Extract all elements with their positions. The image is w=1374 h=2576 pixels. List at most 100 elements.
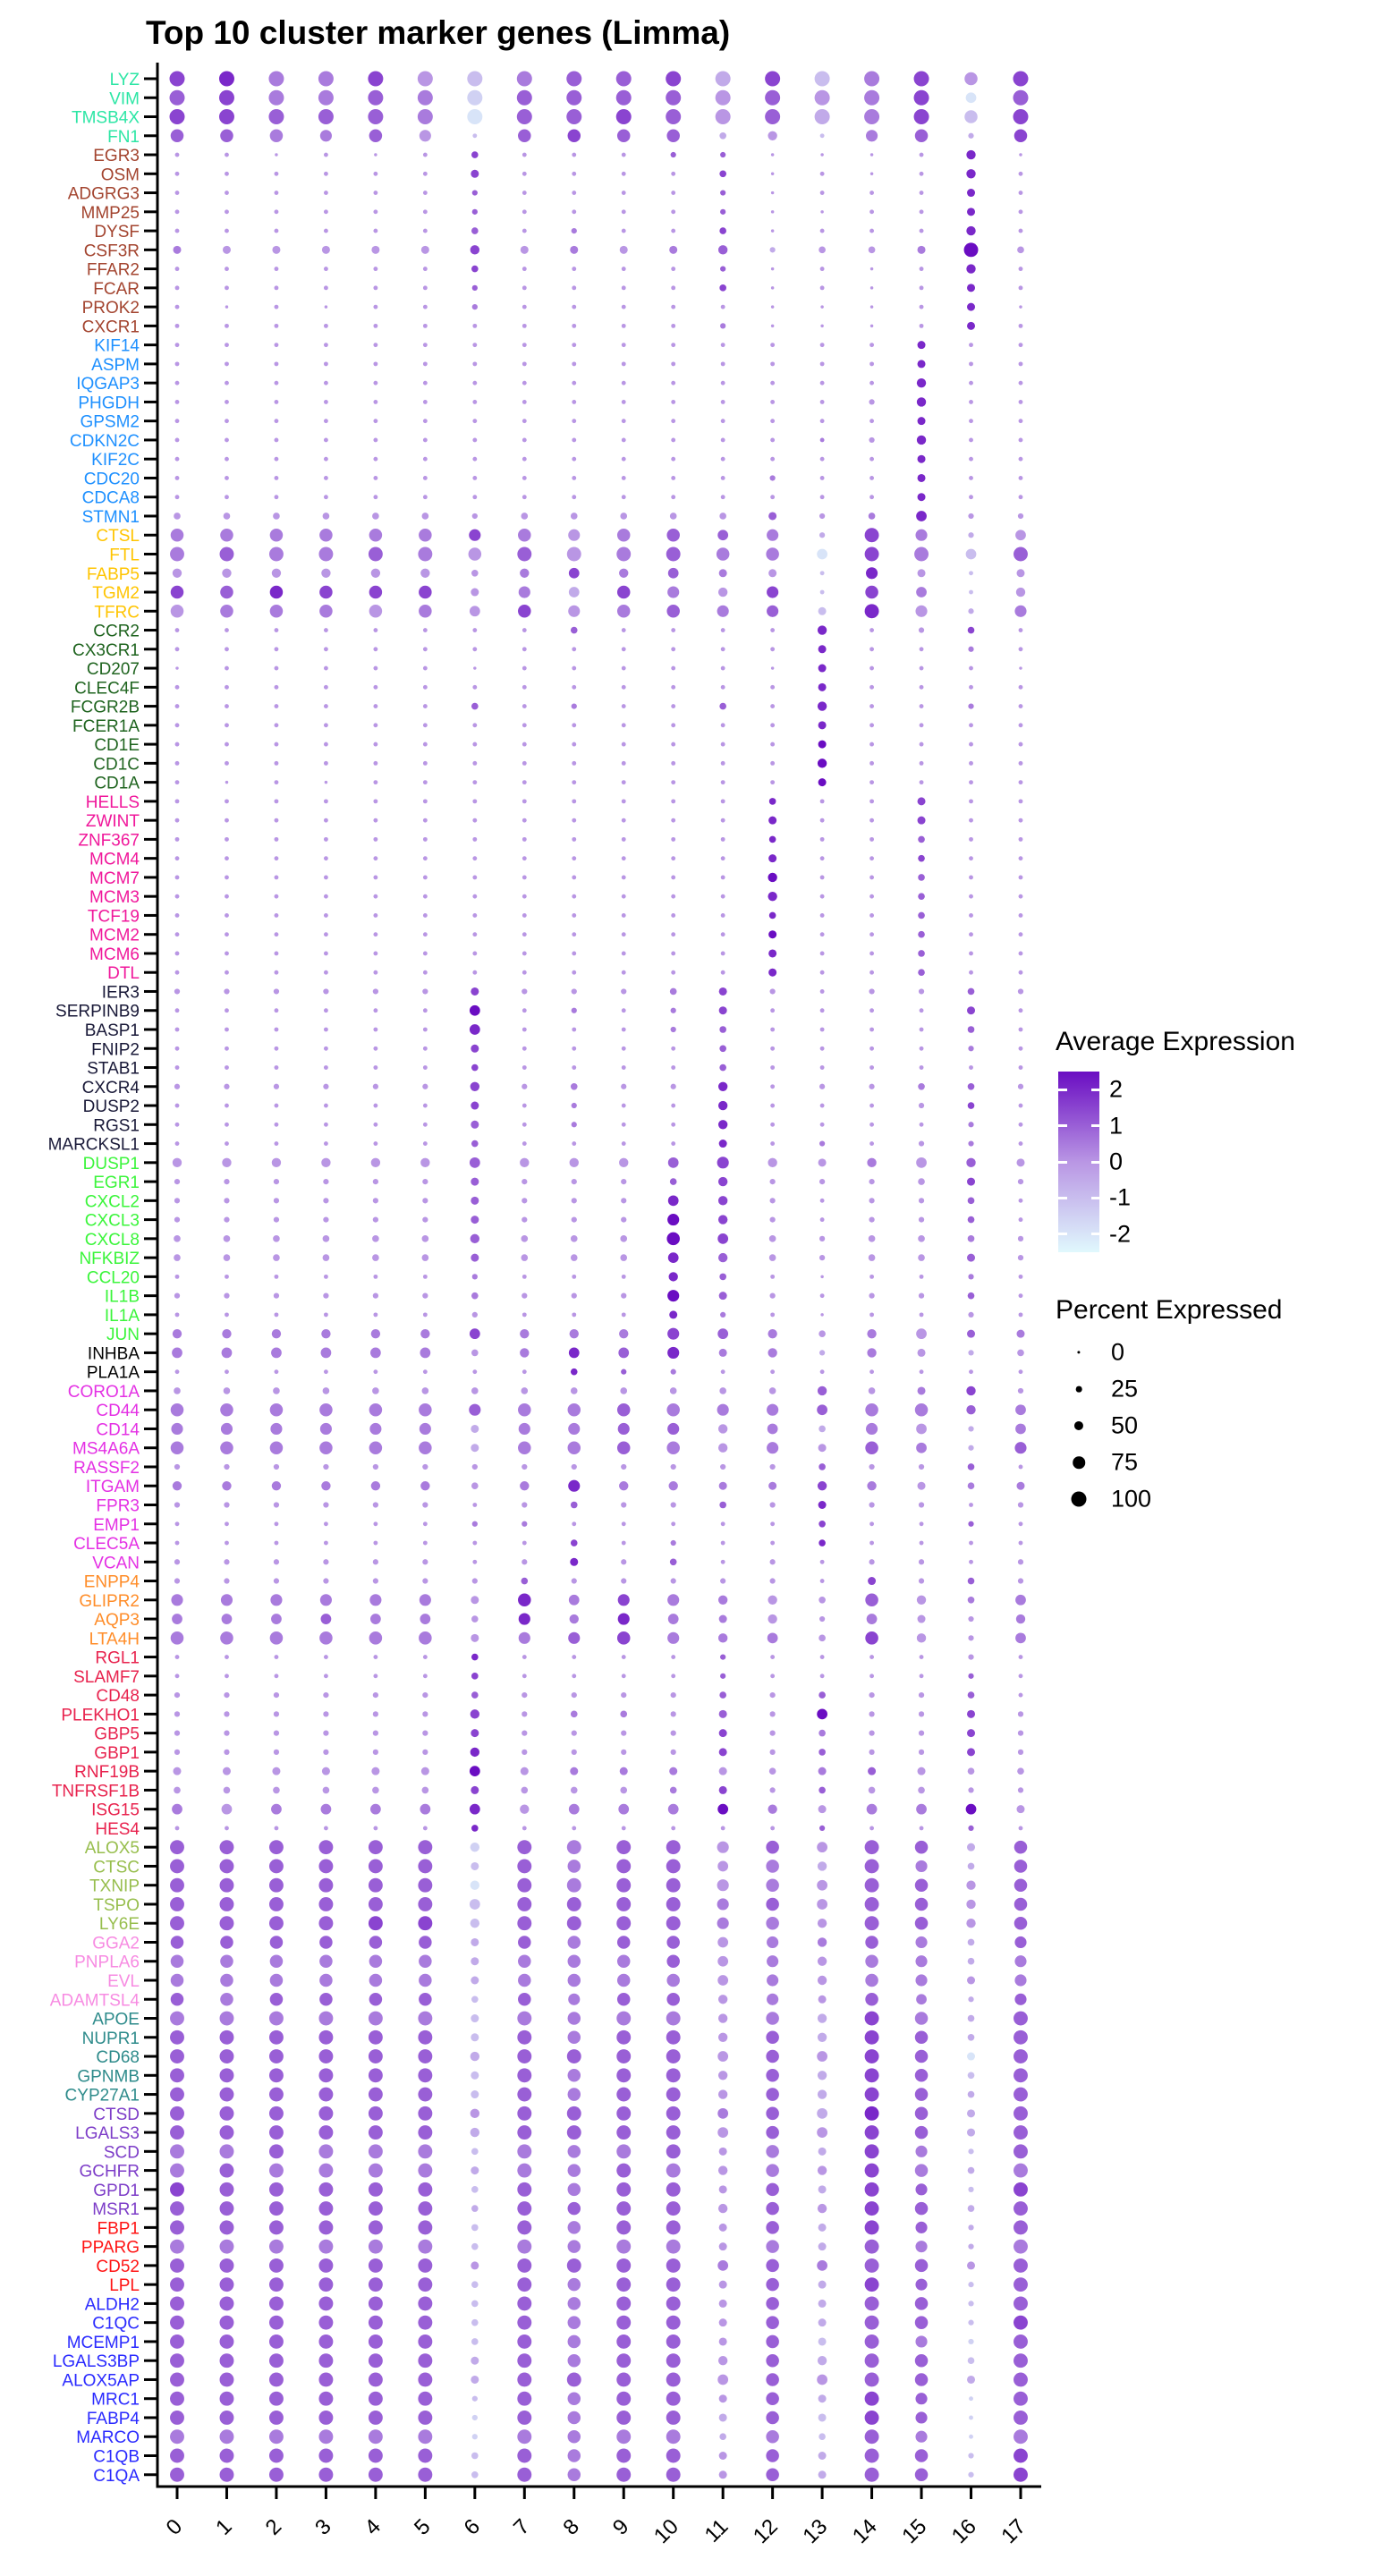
dot bbox=[323, 1655, 328, 1660]
dot bbox=[666, 71, 682, 87]
dot bbox=[274, 836, 279, 842]
dot bbox=[621, 1826, 626, 1831]
dot bbox=[1018, 1046, 1023, 1051]
dot bbox=[472, 419, 478, 424]
dot bbox=[422, 1312, 428, 1318]
dot bbox=[817, 2165, 827, 2175]
dot bbox=[225, 1312, 229, 1318]
gene-label: MCM4 bbox=[89, 851, 140, 869]
dot bbox=[373, 191, 378, 195]
dot bbox=[766, 2182, 779, 2197]
dot bbox=[373, 419, 378, 424]
dot bbox=[420, 1157, 430, 1168]
dot bbox=[516, 89, 532, 106]
dot bbox=[224, 988, 230, 995]
dot bbox=[219, 2068, 234, 2083]
dot bbox=[572, 875, 577, 880]
dot bbox=[717, 2051, 729, 2062]
dot bbox=[471, 2090, 479, 2099]
dot bbox=[422, 1083, 428, 1089]
dot bbox=[419, 1441, 432, 1454]
dot bbox=[422, 437, 428, 443]
dot bbox=[968, 1521, 974, 1527]
dot bbox=[667, 567, 679, 579]
dot bbox=[517, 2239, 532, 2254]
dot bbox=[567, 2069, 581, 2082]
x-axis-label: 5 bbox=[410, 2514, 436, 2540]
dot bbox=[566, 71, 582, 87]
dot bbox=[318, 2144, 334, 2159]
dot bbox=[174, 741, 180, 747]
dot bbox=[568, 587, 580, 597]
dot bbox=[372, 1216, 378, 1223]
dot bbox=[671, 856, 676, 861]
dot bbox=[419, 1422, 431, 1436]
dot bbox=[1017, 1255, 1024, 1261]
dot bbox=[566, 547, 581, 562]
dot bbox=[915, 529, 928, 541]
dot bbox=[269, 1973, 284, 1987]
dot bbox=[914, 2012, 929, 2025]
dot bbox=[621, 647, 626, 652]
dot bbox=[418, 2029, 433, 2045]
dot bbox=[670, 1083, 676, 1089]
dot bbox=[671, 1141, 676, 1146]
dot bbox=[817, 2374, 827, 2385]
dot bbox=[518, 1441, 531, 1454]
dot bbox=[471, 1578, 478, 1584]
dot bbox=[968, 1311, 974, 1318]
dot bbox=[323, 970, 328, 975]
dot bbox=[966, 264, 976, 274]
dot bbox=[967, 1862, 975, 1870]
dot bbox=[219, 1877, 234, 1893]
dot bbox=[819, 267, 825, 272]
dot bbox=[566, 2258, 581, 2273]
dot bbox=[318, 109, 334, 125]
dot bbox=[471, 2356, 479, 2365]
dot bbox=[869, 647, 875, 652]
dot bbox=[170, 2277, 184, 2292]
dot bbox=[769, 1198, 776, 1204]
dot bbox=[520, 1348, 530, 1358]
dot bbox=[274, 191, 279, 195]
dot bbox=[864, 2011, 879, 2026]
dot bbox=[969, 1065, 973, 1070]
dot bbox=[671, 1065, 676, 1070]
dot bbox=[968, 513, 974, 520]
dot bbox=[517, 2182, 532, 2197]
dot bbox=[322, 1786, 330, 1794]
dot bbox=[819, 1065, 825, 1070]
dot bbox=[768, 1235, 776, 1242]
dot bbox=[967, 189, 976, 198]
dot bbox=[621, 1502, 627, 1508]
dot bbox=[916, 587, 927, 597]
dot bbox=[422, 1292, 428, 1299]
dot bbox=[323, 419, 328, 424]
dot bbox=[174, 1083, 181, 1089]
dot bbox=[268, 2258, 284, 2273]
dot bbox=[967, 2072, 975, 2080]
dot bbox=[770, 495, 776, 500]
dot bbox=[621, 171, 626, 176]
dot bbox=[620, 1235, 628, 1242]
dot bbox=[274, 1540, 279, 1546]
dot bbox=[223, 1235, 231, 1242]
dot bbox=[915, 1955, 928, 1968]
dot bbox=[517, 2029, 532, 2045]
dot bbox=[718, 1481, 727, 1490]
dot bbox=[471, 1120, 479, 1129]
dot bbox=[869, 665, 875, 671]
x-axis-label: 15 bbox=[897, 2514, 931, 2548]
dot bbox=[522, 951, 527, 956]
dot bbox=[418, 2068, 433, 2083]
dot bbox=[224, 1178, 230, 1185]
dot bbox=[616, 2372, 632, 2387]
dot bbox=[174, 476, 180, 480]
dot bbox=[671, 343, 676, 348]
dot bbox=[569, 1328, 579, 1339]
dot bbox=[720, 684, 725, 690]
dot bbox=[219, 2296, 234, 2311]
percent-legend-item: 50 bbox=[1056, 1408, 1369, 1444]
dot bbox=[967, 2357, 975, 2365]
dot bbox=[571, 1122, 577, 1128]
